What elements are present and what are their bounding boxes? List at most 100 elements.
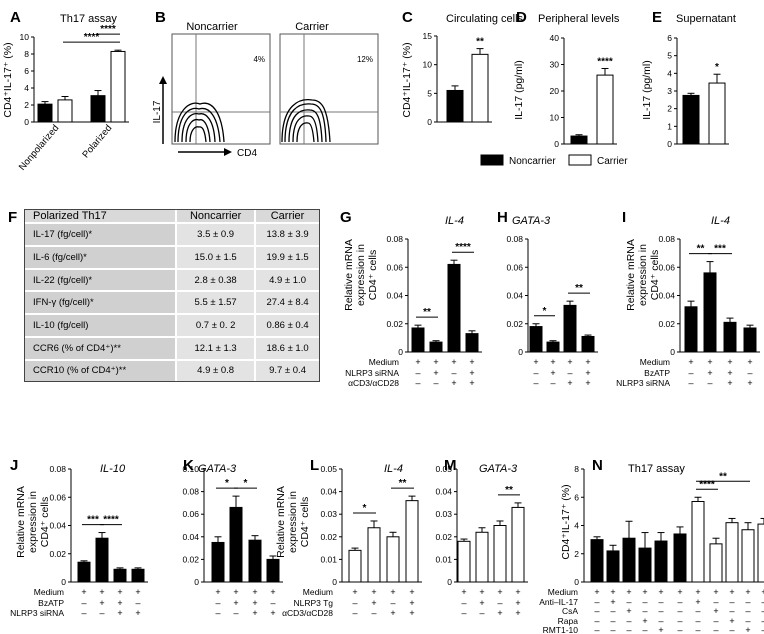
arrowhead-icon bbox=[224, 148, 232, 156]
bar bbox=[95, 537, 109, 583]
chart-j: J IL-10 0 0.02 0.04 0.06 0.08 Relative mRNA expr… bbox=[10, 457, 148, 618]
condition-sign: – bbox=[626, 616, 631, 626]
condition-sign: + bbox=[515, 587, 520, 597]
condition-label: NLRP3 siRNA bbox=[345, 368, 399, 378]
condition-sign: – bbox=[215, 598, 220, 608]
panel-letter-a: A bbox=[10, 9, 21, 26]
chart-title: IL-10 bbox=[100, 463, 126, 475]
legend-swatch-carrier bbox=[568, 154, 592, 166]
y-tick-label: 4 bbox=[667, 68, 672, 78]
table-row: IL-17 (fg/cell)* 3.5 ± 0.9 13.8 ± 3.9 bbox=[25, 222, 319, 246]
flow-percent-noncarrier: 4% bbox=[253, 55, 265, 64]
panel-letter-m: M bbox=[444, 457, 457, 474]
condition-label: Anti–IL-17 bbox=[539, 597, 578, 607]
table-cell: 4.9 ± 0.8 bbox=[175, 358, 256, 381]
panel-letter-l: L bbox=[310, 457, 319, 474]
bar bbox=[590, 539, 604, 583]
condition-sign: – bbox=[745, 597, 750, 607]
chart-title: Th17 assay bbox=[60, 13, 117, 25]
bar bbox=[405, 500, 419, 583]
y-tick-label: 1 bbox=[667, 121, 672, 131]
table-cell: 27.4 ± 8.4 bbox=[254, 290, 319, 315]
panel-letter-j: J bbox=[10, 457, 18, 474]
condition-sign: – bbox=[99, 608, 104, 618]
significance-stars: **** bbox=[84, 32, 100, 43]
significance-stars: * bbox=[363, 503, 367, 514]
condition-sign: – bbox=[533, 378, 538, 388]
y-tick-label: 10 bbox=[550, 113, 560, 123]
y-tick-label: 6 bbox=[574, 492, 579, 502]
condition-sign: + bbox=[533, 357, 538, 367]
bar bbox=[673, 533, 687, 583]
y-axis-label: CD4⁺ cells bbox=[39, 497, 51, 547]
condition-label: Medium bbox=[34, 587, 64, 597]
condition-sign: – bbox=[371, 608, 376, 618]
y-tick-label: 0.02 bbox=[435, 532, 452, 542]
flow-x-label: CD4 bbox=[237, 148, 257, 159]
condition-sign: – bbox=[747, 368, 752, 378]
table-cell: CCR10 (% of CD4⁺)** bbox=[25, 358, 177, 381]
chart-title: IL-4 bbox=[445, 215, 464, 227]
bar bbox=[77, 561, 91, 583]
arrowhead-icon bbox=[159, 76, 167, 84]
chart-d: D Peripheral levels 0 10 20 30 40 IL-17 (pg/ml)… bbox=[513, 9, 620, 149]
condition-sign: + bbox=[515, 608, 520, 618]
significance-stars: ** bbox=[575, 283, 583, 294]
condition-sign: – bbox=[594, 625, 599, 634]
panel-letter-c: C bbox=[402, 9, 413, 26]
bar bbox=[471, 53, 489, 123]
table-header: Polarized Th17 bbox=[33, 210, 107, 222]
bar bbox=[110, 50, 126, 123]
y-tick-label: 40 bbox=[550, 33, 560, 43]
bar bbox=[546, 341, 560, 353]
y-tick-label: 0.06 bbox=[49, 492, 66, 502]
condition-sign: + bbox=[390, 587, 395, 597]
condition-sign: + bbox=[658, 625, 663, 634]
chart-title: Th17 assay bbox=[628, 463, 685, 475]
y-tick-label: 0 bbox=[398, 347, 403, 357]
y-tick-label: 2 bbox=[667, 104, 672, 114]
condition-sign: – bbox=[451, 368, 456, 378]
y-tick-label: 15 bbox=[423, 31, 433, 41]
y-tick-label: 0.04 bbox=[506, 291, 523, 301]
condition-label: BzATP bbox=[644, 368, 670, 378]
y-tick-label: 0.08 bbox=[658, 234, 675, 244]
condition-sign: + bbox=[727, 357, 732, 367]
condition-sign: – bbox=[713, 616, 718, 626]
condition-label: NLRP3 siRNA bbox=[10, 608, 64, 618]
condition-sign: + bbox=[747, 357, 752, 367]
condition-sign: + bbox=[117, 587, 122, 597]
condition-sign: + bbox=[99, 587, 104, 597]
condition-sign: – bbox=[642, 597, 647, 607]
y-axis-label: expression in bbox=[355, 244, 367, 306]
bar bbox=[131, 568, 145, 583]
legend-label-carrier: Carrier bbox=[597, 156, 628, 167]
condition-label: Rapa bbox=[558, 616, 579, 626]
panel-letter-b: B bbox=[155, 9, 166, 26]
bar bbox=[684, 306, 698, 353]
condition-sign: + bbox=[433, 368, 438, 378]
condition-sign: + bbox=[727, 378, 732, 388]
significance-stars: ** bbox=[719, 471, 727, 482]
condition-sign: + bbox=[135, 608, 140, 618]
cytokine-table: Polarized Th17 Noncarrier Carrier IL-17 … bbox=[24, 209, 320, 382]
condition-sign: + bbox=[658, 587, 663, 597]
y-axis-label: expression in bbox=[27, 491, 39, 553]
table-cell: IFN-γ (fg/cell)* bbox=[25, 290, 177, 315]
condition-sign: + bbox=[469, 357, 474, 367]
condition-sign: – bbox=[567, 368, 572, 378]
condition-sign: + bbox=[252, 598, 257, 608]
chart-m: M GATA-300.010.020.030.040.05**+ + + +– + – +– –… bbox=[435, 457, 528, 618]
y-tick-label: 30 bbox=[550, 60, 560, 70]
bar bbox=[211, 541, 225, 583]
bar bbox=[447, 263, 461, 353]
y-tick-label: 2 bbox=[574, 549, 579, 559]
condition-sign: + bbox=[585, 378, 590, 388]
condition-sign: – bbox=[81, 598, 86, 608]
y-axis-label: expression in bbox=[637, 244, 649, 306]
condition-sign: – bbox=[461, 598, 466, 608]
table-cell: 15.0 ± 1.5 bbox=[175, 244, 256, 269]
condition-sign: – bbox=[677, 616, 682, 626]
